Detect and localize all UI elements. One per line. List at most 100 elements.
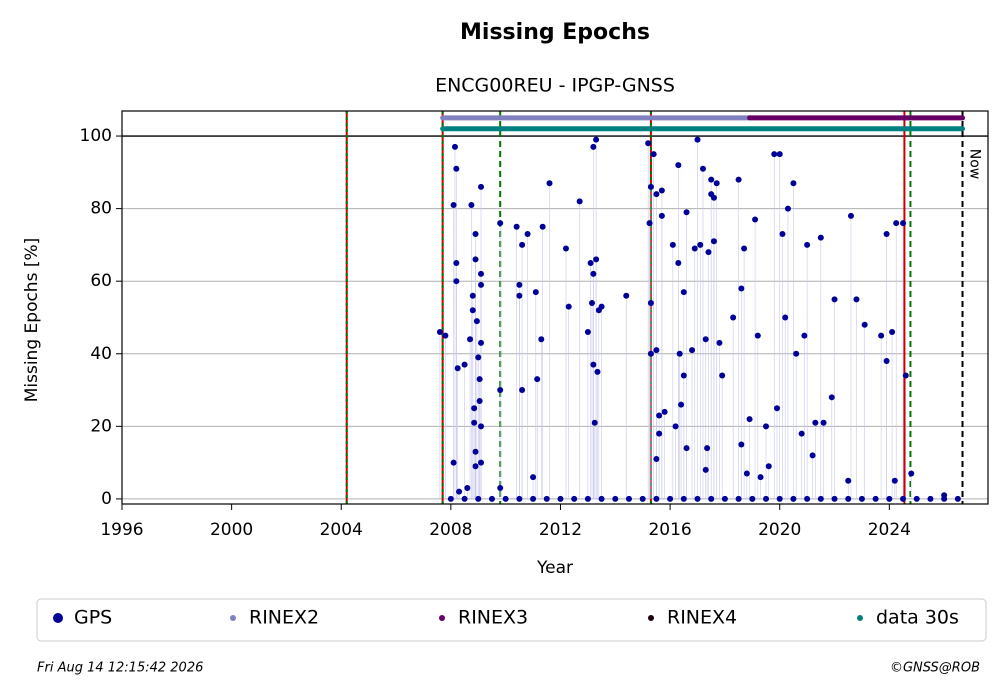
point — [699, 165, 706, 172]
point — [653, 495, 660, 502]
point — [702, 336, 709, 343]
point — [801, 332, 808, 339]
point — [913, 495, 920, 502]
point — [763, 423, 770, 430]
point — [708, 495, 715, 502]
point — [565, 303, 572, 310]
point — [590, 143, 597, 150]
point — [519, 387, 526, 394]
y-tick-label: 40 — [90, 344, 112, 364]
point — [478, 339, 485, 346]
point — [738, 441, 745, 448]
point — [954, 495, 961, 502]
point — [676, 350, 683, 357]
point — [464, 485, 471, 492]
point — [900, 495, 907, 502]
point — [653, 191, 660, 198]
point — [647, 299, 654, 306]
point — [588, 299, 595, 306]
point — [516, 495, 523, 502]
point — [845, 495, 852, 502]
point — [719, 372, 726, 379]
point — [442, 332, 449, 339]
point — [625, 495, 632, 502]
point — [469, 307, 476, 314]
point — [680, 372, 687, 379]
point — [532, 289, 539, 296]
point — [809, 452, 816, 459]
point — [461, 361, 468, 368]
point — [661, 408, 668, 415]
point — [451, 143, 458, 150]
point — [478, 459, 485, 466]
point — [530, 474, 537, 481]
point — [539, 223, 546, 230]
point — [594, 368, 601, 375]
point — [891, 477, 898, 484]
point — [468, 201, 475, 208]
point — [472, 231, 479, 238]
point — [612, 495, 619, 502]
plot-frame — [121, 110, 989, 505]
point — [735, 495, 742, 502]
point — [883, 231, 890, 238]
point — [469, 292, 476, 299]
point — [513, 223, 520, 230]
point — [845, 477, 852, 484]
point — [590, 270, 597, 277]
point — [598, 303, 605, 310]
point — [941, 495, 948, 502]
point — [524, 231, 531, 238]
point — [757, 474, 764, 481]
point — [694, 136, 701, 143]
legend-label: GPS — [74, 607, 112, 629]
point — [902, 372, 909, 379]
point — [831, 296, 838, 303]
point — [702, 466, 709, 473]
point — [817, 495, 824, 502]
point — [763, 495, 770, 502]
point — [453, 165, 460, 172]
point — [650, 151, 657, 158]
point — [793, 350, 800, 357]
point — [743, 470, 750, 477]
point — [893, 220, 900, 227]
point — [646, 220, 653, 227]
point — [476, 376, 483, 383]
point — [804, 495, 811, 502]
point — [478, 270, 485, 277]
point — [546, 180, 553, 187]
point — [471, 419, 478, 426]
point — [488, 495, 495, 502]
point — [680, 289, 687, 296]
point — [738, 285, 745, 292]
now-label: Now — [967, 149, 983, 180]
point — [658, 212, 665, 219]
x-tick-label: 2004 — [320, 520, 363, 540]
point — [497, 220, 504, 227]
point — [773, 405, 780, 412]
point — [656, 412, 663, 419]
point — [689, 347, 696, 354]
point — [754, 332, 761, 339]
legend-marker — [439, 615, 445, 621]
point — [591, 419, 598, 426]
chart-title: Missing Epochs — [460, 20, 650, 45]
point — [562, 245, 569, 252]
point — [889, 328, 896, 335]
point — [710, 194, 717, 201]
point — [710, 238, 717, 245]
y-axis-label: Missing Epochs [%] — [22, 238, 42, 403]
chart-subtitle: ENCG00REU - IPGP-GNSS — [435, 75, 675, 97]
point — [812, 419, 819, 426]
point — [478, 281, 485, 288]
point — [820, 419, 827, 426]
point — [776, 151, 783, 158]
y-tick-label: 80 — [90, 199, 112, 219]
legend-marker — [857, 615, 863, 621]
x-axis-label: Year — [536, 558, 573, 578]
point — [647, 183, 654, 190]
legend-label: RINEX2 — [249, 607, 319, 629]
x-tick-label: 1996 — [100, 520, 143, 540]
point — [847, 212, 854, 219]
